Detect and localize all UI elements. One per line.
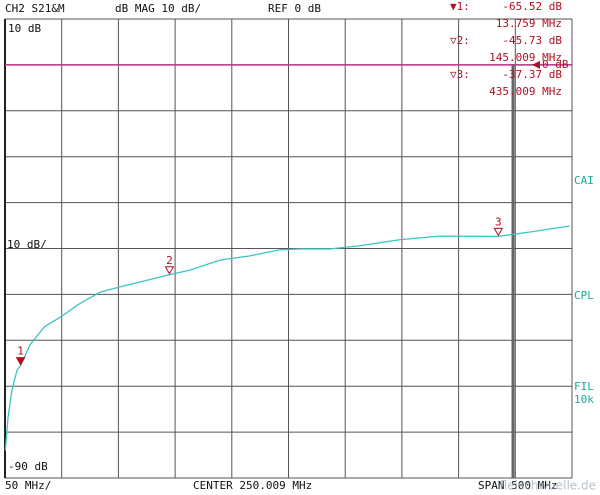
scale-label: 10 dB/	[7, 238, 47, 251]
readout-symbol: ▽3:	[450, 68, 470, 81]
readout-freq: 145.009 MHz	[489, 51, 562, 64]
watermark: fleischwuelle.de	[500, 479, 596, 493]
header-ref: REF 0 dB	[268, 2, 321, 15]
marker-number: 3	[495, 215, 502, 228]
marker-number: 2	[166, 254, 173, 267]
header-format: dB MAG 10 dB/	[115, 2, 201, 15]
side-label: CAI	[574, 174, 594, 187]
readout-value: -45.73 dB	[502, 34, 562, 47]
ref-label: 0 dB	[542, 58, 569, 71]
y-tick-label: 10 dB	[8, 22, 41, 35]
marker-number: 1	[17, 345, 24, 358]
center-label: CENTER 250.009 MHz	[193, 479, 312, 492]
side-label: FIL	[574, 380, 594, 393]
side-label: CPL	[574, 289, 594, 302]
span-label: SPAN 500 MHz	[478, 479, 557, 492]
readout-value: -37.37 dB	[502, 68, 562, 81]
marker	[164, 266, 175, 275]
side-label: 10k	[574, 393, 594, 406]
per-div-label: 50 MHz/	[5, 479, 51, 492]
ref-arrow	[532, 60, 540, 69]
readout-freq: 435.009 MHz	[489, 85, 562, 98]
y-tick-label: -90 dB	[8, 460, 48, 473]
readout-value: -65.52 dB	[502, 0, 562, 13]
marker	[493, 227, 504, 237]
readout-symbol: ▼1:	[450, 0, 470, 13]
readout-symbol: ▽2:	[450, 34, 470, 47]
header-channel: CH2 S21&M	[5, 2, 65, 15]
marker	[15, 357, 26, 366]
readout-freq: 13.759 MHz	[496, 17, 562, 30]
